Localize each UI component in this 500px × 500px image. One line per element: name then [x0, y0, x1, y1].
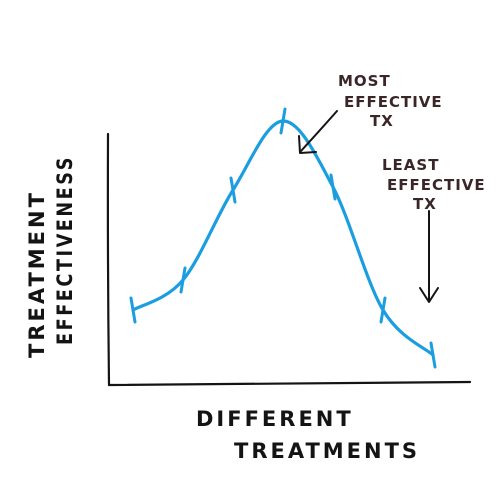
most-effective-annotation: MOST EFFECTIVE TX: [298, 72, 443, 154]
curve-layer: [129, 107, 437, 369]
least-effective-line-3: TX: [413, 195, 437, 213]
most-effective-line-1: MOST: [338, 72, 391, 90]
y-axis-label: TREATMENT EFFECTIVENESS: [25, 155, 77, 358]
least-effective-line-2: EFFECTIVE: [387, 176, 486, 194]
data-point-tick: [279, 107, 287, 135]
most-effective-arrowhead: [298, 135, 317, 154]
x-axis-label-line-1: DIFFERENT: [196, 407, 354, 431]
data-point-tick: [329, 173, 337, 201]
data-point-tick: [379, 296, 387, 324]
least-effective-line-1: LEAST: [382, 156, 439, 174]
data-point-tick: [179, 266, 187, 294]
y-axis: [106, 132, 111, 387]
data-point-tick: [429, 341, 437, 369]
y-axis-label-line-2: EFFECTIVENESS: [53, 155, 77, 345]
least-effective-annotation: LEAST EFFECTIVE TX: [382, 156, 486, 303]
x-axis-label-line-2: TREATMENTS: [234, 439, 420, 463]
y-axis-label-line-1: TREATMENT: [25, 190, 49, 358]
x-axis: [107, 380, 472, 387]
data-point-tick: [129, 296, 137, 324]
most-effective-arrow: [300, 110, 338, 152]
most-effective-line-2: EFFECTIVE: [344, 93, 443, 111]
most-effective-line-3: TX: [370, 112, 394, 130]
least-effective-arrowhead: [419, 287, 439, 303]
x-axis-label: DIFFERENT TREATMENTS: [196, 407, 420, 463]
data-point-tick: [229, 176, 237, 204]
